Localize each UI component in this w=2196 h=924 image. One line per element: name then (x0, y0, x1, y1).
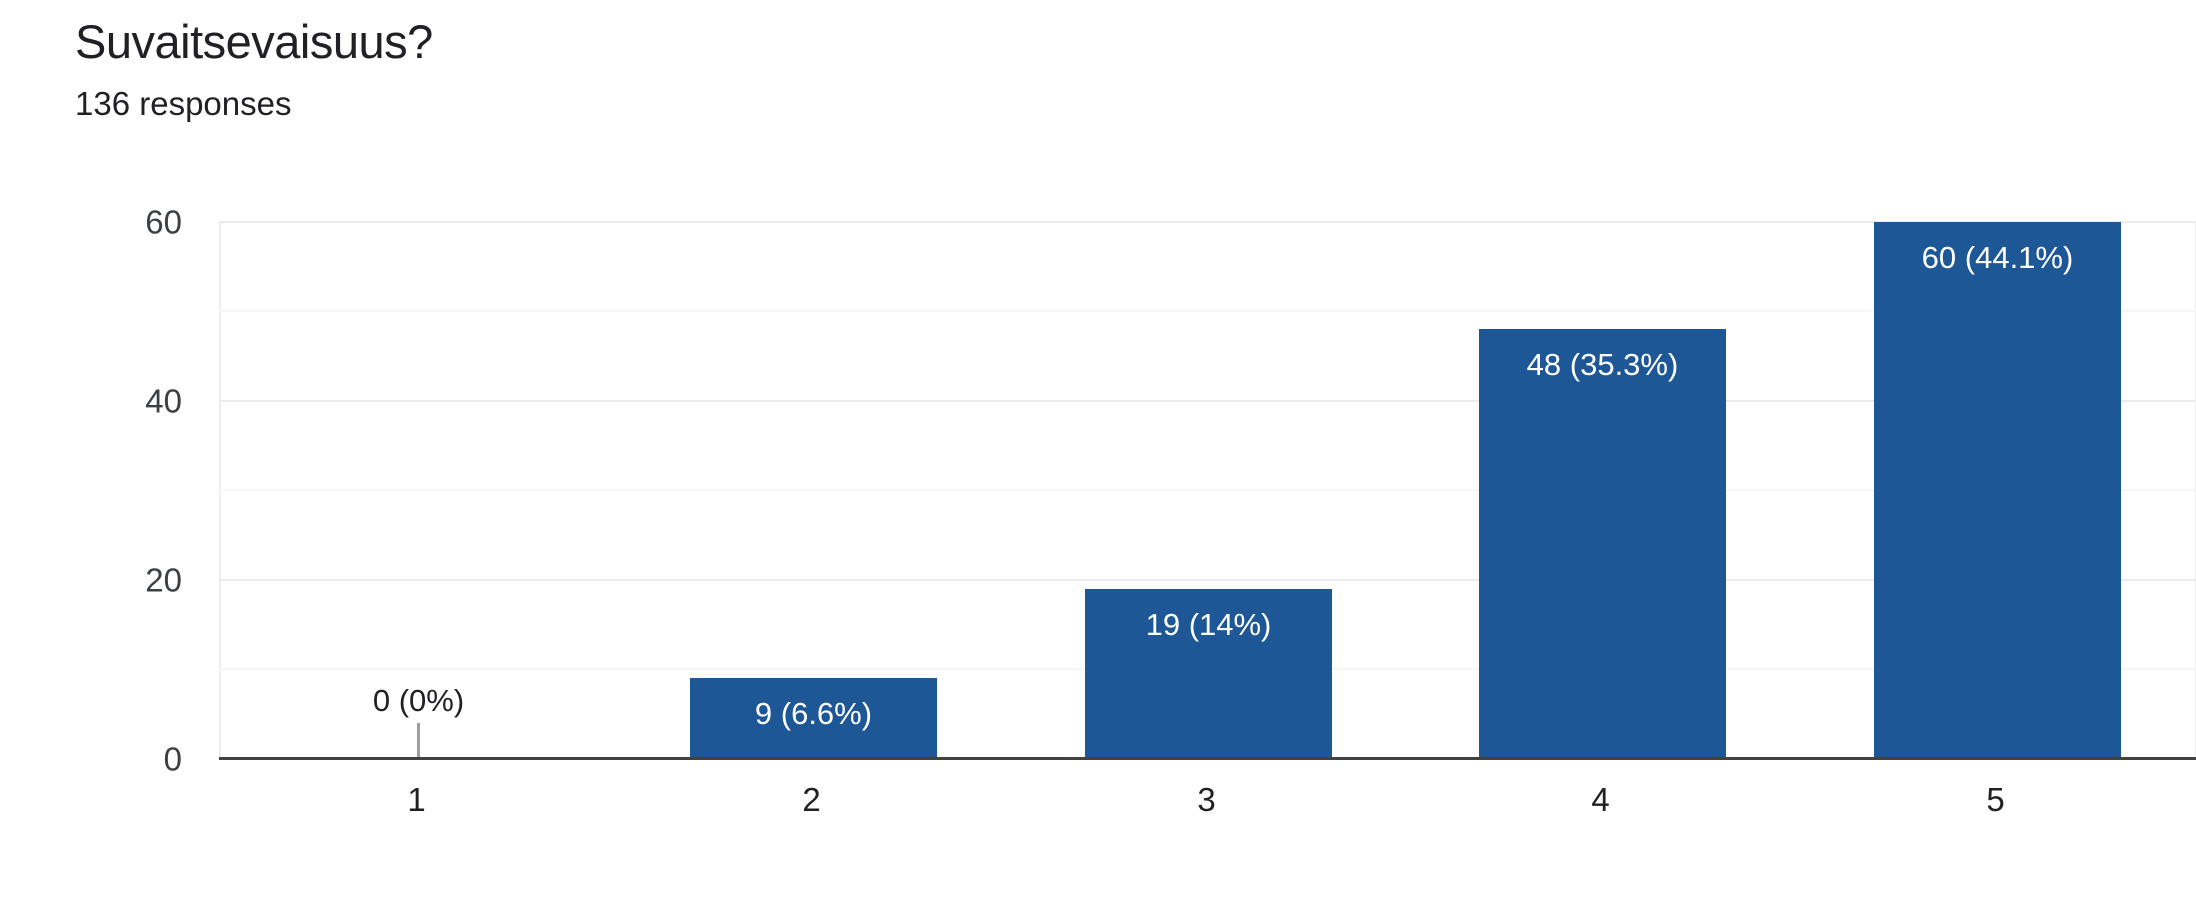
question-title: Suvaitsevaisuus? (75, 15, 433, 68)
y-tick-label-60: 60 (145, 203, 182, 241)
bar-2[interactable]: 9 (6.6%) (690, 678, 937, 759)
x-tick-label-1: 1 (407, 781, 426, 818)
y-tick-label-20: 20 (145, 561, 182, 599)
gridline-50 (219, 310, 2196, 312)
x-tick-label-3: 3 (1197, 781, 1216, 818)
bar-3[interactable]: 19 (14%) (1085, 589, 1332, 759)
x-axis-line (219, 757, 2196, 760)
bar-4[interactable]: 48 (35.3%) (1479, 329, 1726, 759)
y-tick-label-40: 40 (145, 382, 182, 420)
x-tick-label-5: 5 (1986, 781, 2005, 818)
gridline-30 (219, 489, 2196, 491)
gridline-60 (219, 221, 2196, 223)
zero-annotation-stem-1 (417, 723, 420, 759)
y-axis: 0 20 40 60 (0, 206, 182, 776)
x-axis: 1 2 3 4 5 (219, 760, 2193, 820)
bar-5[interactable]: 60 (44.1%) (1874, 222, 2121, 759)
gridline-40 (219, 400, 2196, 402)
bar-label-5: 60 (44.1%) (1921, 240, 2074, 275)
bar-label-4: 48 (35.3%) (1526, 347, 1679, 382)
bar-label-3: 19 (14%) (1145, 607, 1272, 642)
x-tick-label-4: 4 (1591, 781, 1610, 818)
y-tick-label-0: 0 (163, 740, 182, 778)
bar-label-1: 0 (0%) (372, 683, 465, 718)
gridline-20 (219, 579, 2196, 581)
bar-label-2: 9 (6.6%) (754, 696, 873, 731)
plot-area: 0 (0%) 9 (6.6%) 19 (14%) 48 (35.3%) 60 (44.1… (219, 221, 2196, 760)
x-tick-label-2: 2 (802, 781, 821, 818)
response-count: 136 responses (75, 85, 292, 122)
